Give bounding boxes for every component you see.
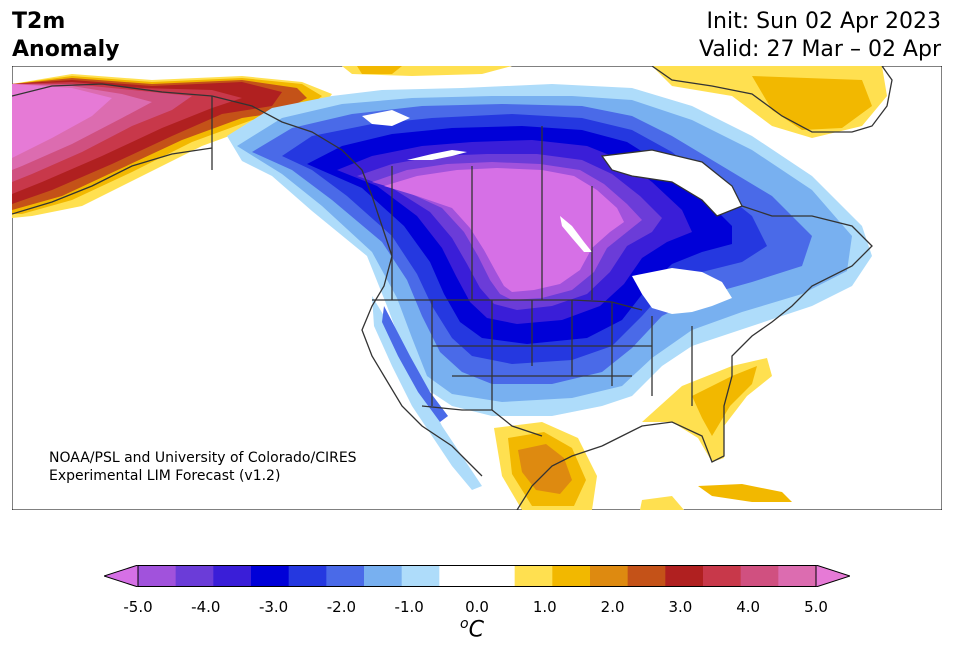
data-credit: NOAA/PSL and University of Colorado/CIRE… (49, 449, 357, 485)
alaska-warm-anomaly (12, 74, 332, 218)
colorbar-unit: oC (460, 616, 484, 642)
colorbar-min-extend (104, 565, 139, 587)
unit-letter: C (468, 617, 484, 643)
alaska-south-coast (12, 147, 213, 215)
colorbar-tick-label: -4.0 (191, 598, 221, 616)
caribbean-warm-1 (640, 496, 684, 510)
colorbar-tick-label: 3.0 (668, 598, 693, 616)
top-warm-2 (357, 66, 402, 74)
great-lakes (632, 268, 732, 314)
forecast-dates: Init: Sun 02 Apr 2023 Valid: 27 Mar – 02… (699, 8, 941, 64)
map-title: T2m Anomaly (12, 8, 119, 64)
colorbar-segment (288, 565, 327, 587)
colorbar-segment (590, 565, 629, 587)
colorbar-frame (137, 565, 817, 587)
colorbar-segment (477, 565, 516, 587)
colorbar-segment (213, 565, 252, 587)
lake-winnipeg (560, 216, 592, 252)
valid-range: Valid: 27 Mar – 02 Apr (699, 37, 941, 62)
colorbar-segment (627, 565, 666, 587)
alaska-warm-9 (12, 84, 112, 158)
colorbar-segment (251, 565, 290, 587)
map-outlines (12, 66, 893, 510)
colorbar-segment (175, 565, 214, 587)
colorbar-tick-label: 1.0 (532, 598, 557, 616)
anomaly-map (12, 66, 942, 510)
variable-label: T2m (12, 9, 66, 34)
gulf-coast (516, 445, 603, 510)
cold-9 (384, 168, 624, 292)
hudson-bay-coast (600, 149, 743, 217)
canada-provinces (391, 126, 593, 300)
init-date: Init: Sun 02 Apr 2023 (706, 9, 941, 34)
us-states (431, 300, 693, 410)
great-bear-lake (362, 110, 410, 126)
cold-west-3 (382, 306, 448, 422)
colorbar-segment (514, 565, 553, 587)
credit-line-2: Experimental LIM Forecast (v1.2) (49, 468, 281, 484)
colorbar-tick-label: -2.0 (326, 598, 357, 616)
colorbar-segment (740, 565, 779, 587)
colorbar-tick-label: 4.0 (736, 598, 761, 616)
se-warm-2 (692, 366, 757, 436)
colorbar-segment (778, 565, 817, 587)
colorbar-tick-label: -5.0 (123, 598, 153, 616)
colorbar-segment (552, 565, 591, 587)
colorbar-tick-label: -3.0 (258, 598, 289, 616)
east-coast (601, 205, 873, 463)
colorbar-segment (703, 565, 742, 587)
colorbar-segment (401, 565, 440, 587)
colorbar-tick-label: 2.0 (600, 598, 625, 616)
cuba-warm-1 (698, 484, 792, 502)
great-slave-lake (407, 150, 467, 160)
colorbar-tick-label: 0.0 (465, 598, 489, 616)
colorbar-segment (364, 565, 403, 587)
south-warm-anomaly (494, 358, 792, 510)
colorbar-tick-label: 5.0 (804, 598, 828, 616)
colorbar-segment (326, 565, 365, 587)
greenland-coast (651, 66, 893, 133)
alaska-coast (12, 83, 483, 477)
colorbar-tick-label: -1.0 (394, 598, 424, 616)
field-label: Anomaly (12, 37, 120, 62)
colorbar-segment (439, 565, 478, 587)
colorbar (104, 565, 850, 587)
credit-line-1: NOAA/PSL and University of Colorado/CIRE… (49, 450, 357, 466)
colorbar-segment (665, 565, 704, 587)
mexico-warm-3 (518, 444, 572, 494)
colorbar-max-extend (815, 565, 850, 587)
unit-superscript: o (460, 616, 469, 632)
colorbar-segment (138, 565, 177, 587)
